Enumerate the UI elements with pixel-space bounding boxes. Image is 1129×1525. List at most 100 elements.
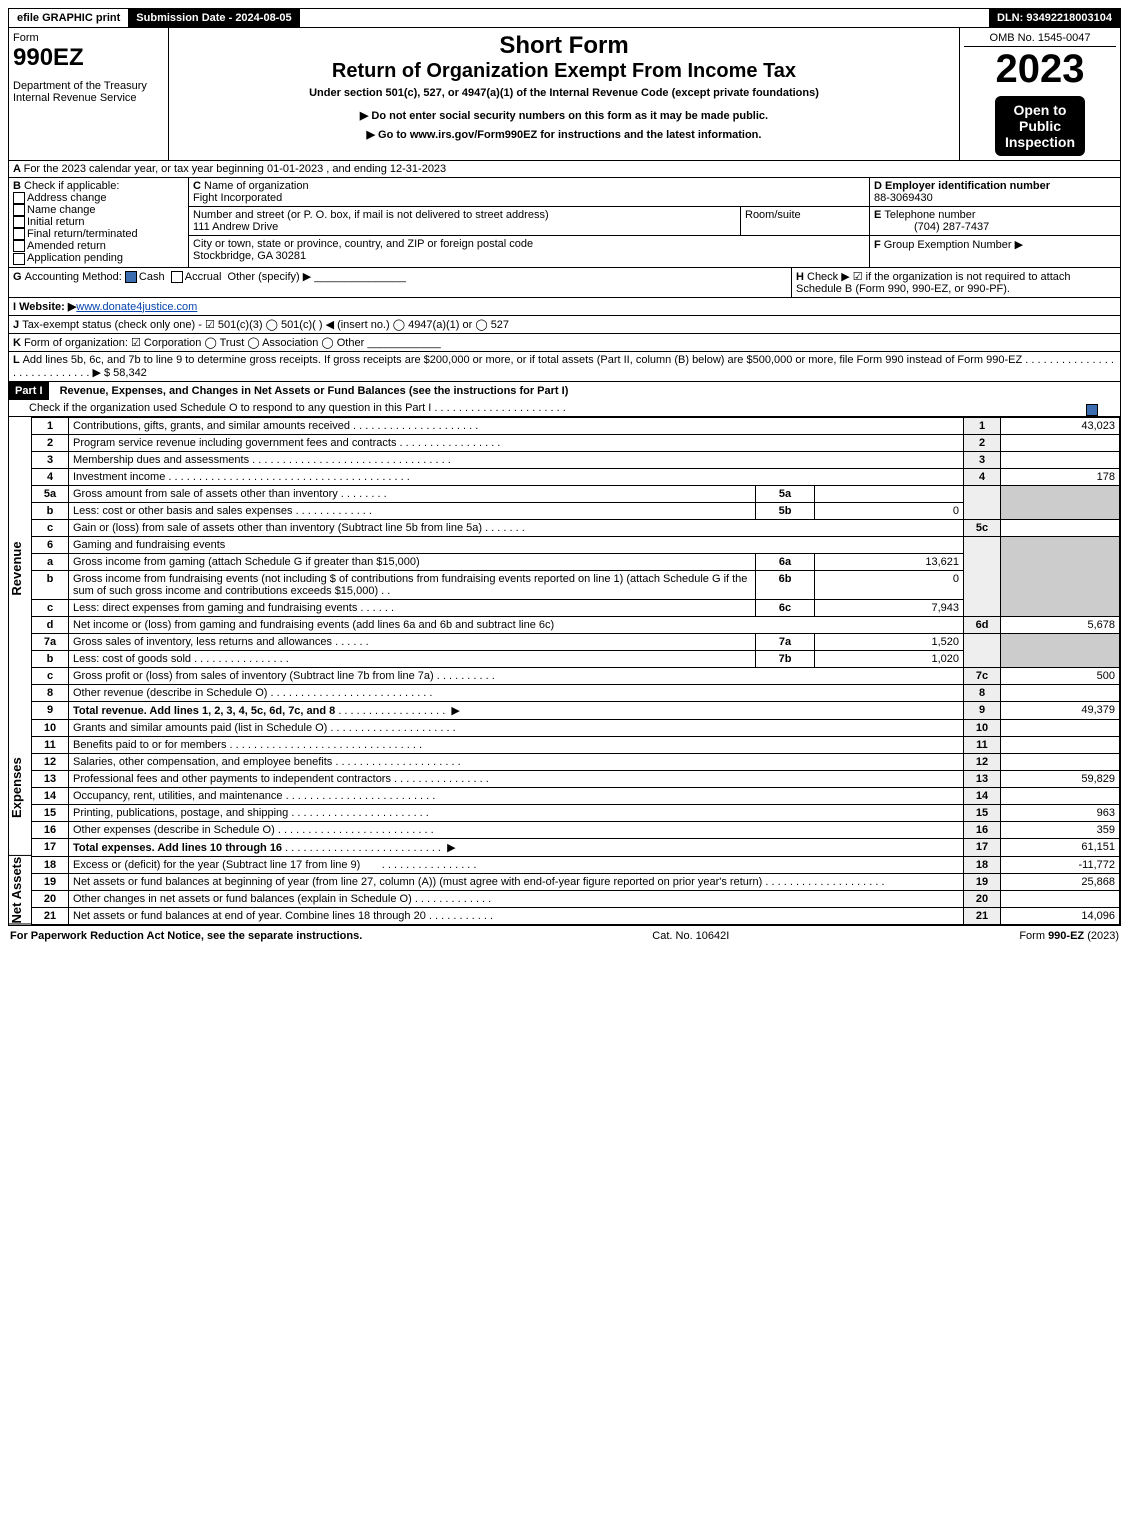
- l21-amt: 14,096: [1001, 907, 1120, 924]
- l13-desc: Professional fees and other payments to …: [73, 773, 391, 785]
- l16-desc: Other expenses (describe in Schedule O): [73, 824, 275, 836]
- check-if-applicable: Check if applicable:: [24, 180, 119, 192]
- l5c-desc: Gain or (loss) from sale of assets other…: [73, 522, 482, 534]
- l1-amt: 43,023: [1001, 417, 1120, 434]
- part1-label: Part I: [9, 382, 49, 400]
- l5b-amt: 0: [815, 502, 964, 519]
- line-h: Check ▶ ☑ if the organization is not req…: [796, 271, 1071, 295]
- gross-receipts: 58,342: [113, 367, 147, 379]
- tax-year: 2023: [964, 47, 1116, 92]
- l9-amt: 49,379: [1001, 701, 1120, 719]
- side-expenses: Expenses: [9, 720, 31, 856]
- l7b-desc: Less: cost of goods sold: [73, 653, 191, 665]
- chk-name[interactable]: Name change: [27, 204, 96, 216]
- chk-final[interactable]: Final return/terminated: [27, 228, 138, 240]
- form-ref: Form 990-EZ (2023): [1019, 930, 1119, 942]
- lines-table: 1Contributions, gifts, grants, and simil…: [31, 417, 1120, 925]
- part1-title: Revenue, Expenses, and Changes in Net As…: [52, 385, 569, 397]
- l18-desc: Excess or (deficit) for the year (Subtra…: [73, 859, 360, 871]
- line-k: K Form of organization: ☑ Corporation ◯ …: [8, 334, 1121, 352]
- acct-accrual[interactable]: Accrual: [185, 271, 222, 283]
- l6d-desc: Net income or (loss) from gaming and fun…: [73, 619, 554, 631]
- street: 111 Andrew Drive: [193, 221, 278, 233]
- l4-desc: Investment income: [73, 471, 165, 483]
- l20-desc: Other changes in net assets or fund bala…: [73, 893, 412, 905]
- group-exemption: Group Exemption Number ▶: [884, 239, 1023, 251]
- l9-desc: Total revenue. Add lines 1, 2, 3, 4, 5c,…: [73, 705, 335, 717]
- line-i: I Website: ▶www.donate4justice.com: [8, 298, 1121, 316]
- l6c-desc: Less: direct expenses from gaming and fu…: [73, 602, 357, 614]
- l5b-desc: Less: cost or other basis and sales expe…: [73, 505, 293, 517]
- l11-desc: Benefits paid to or for members: [73, 739, 226, 751]
- l18-amt: -11,772: [1001, 856, 1120, 873]
- form-header: Form 990EZ Department of the Treasury In…: [8, 28, 1121, 161]
- title: Return of Organization Exempt From Incom…: [177, 60, 951, 83]
- schedule-o-checkbox[interactable]: [1086, 404, 1098, 416]
- phone-label: Telephone number: [884, 209, 975, 221]
- l15-amt: 963: [1001, 804, 1120, 821]
- addr-label: Number and street (or P. O. box, if mail…: [193, 209, 549, 221]
- l10-desc: Grants and similar amounts paid (list in…: [73, 722, 327, 734]
- l7a-amt: 1,520: [815, 633, 964, 650]
- l12-desc: Salaries, other compensation, and employ…: [73, 756, 332, 768]
- instructions-link[interactable]: ▶ Go to www.irs.gov/Form990EZ for instru…: [177, 128, 951, 141]
- ein-label: Employer identification number: [885, 180, 1050, 192]
- part1-table: Revenue Expenses Net Assets 1Contributio…: [8, 417, 1121, 926]
- top-bar: efile GRAPHIC print Submission Date - 20…: [8, 8, 1121, 28]
- l6-desc: Gaming and fundraising events: [69, 536, 964, 553]
- row-g-h: G Accounting Method: Cash Accrual Other …: [8, 268, 1121, 298]
- l6b-desc: Gross income from fundraising events (no…: [73, 573, 747, 597]
- l5a-desc: Gross amount from sale of assets other t…: [73, 488, 338, 500]
- cat-no: Cat. No. 10642I: [652, 930, 729, 942]
- city-label: City or town, state or province, country…: [193, 238, 533, 250]
- part1-header: Part I Revenue, Expenses, and Changes in…: [8, 382, 1121, 417]
- open-to-public: Open to Public Inspection: [995, 96, 1085, 156]
- acct-cash[interactable]: Cash: [139, 271, 165, 283]
- l19-desc: Net assets or fund balances at beginning…: [73, 876, 762, 888]
- line-l: L Add lines 5b, 6c, and 7b to line 9 to …: [8, 352, 1121, 382]
- ein: 88-3069430: [874, 192, 933, 204]
- omb: OMB No. 1545-0047: [964, 32, 1116, 47]
- footer: For Paperwork Reduction Act Notice, see …: [8, 926, 1121, 946]
- l4-amt: 178: [1001, 468, 1120, 485]
- short-form: Short Form: [177, 32, 951, 60]
- l6a-desc: Gross income from gaming (attach Schedul…: [73, 556, 420, 568]
- form-number: 990EZ: [13, 44, 164, 72]
- dln: DLN: 93492218003104: [989, 9, 1120, 27]
- l7a-desc: Gross sales of inventory, less returns a…: [73, 636, 332, 648]
- l7b-amt: 1,020: [815, 650, 964, 667]
- l16-amt: 359: [1001, 821, 1120, 838]
- l17-amt: 61,151: [1001, 838, 1120, 856]
- room-label: Room/suite: [740, 207, 869, 235]
- l19-amt: 25,868: [1001, 873, 1120, 890]
- subtitle: Under section 501(c), 527, or 4947(a)(1)…: [177, 87, 951, 99]
- submission-date: Submission Date - 2024-08-05: [128, 9, 299, 27]
- paperwork-notice: For Paperwork Reduction Act Notice, see …: [10, 930, 362, 942]
- efile-label[interactable]: efile GRAPHIC print: [9, 9, 128, 27]
- chk-pending[interactable]: Application pending: [27, 252, 123, 264]
- line-a: A For the 2023 calendar year, or tax yea…: [8, 161, 1121, 178]
- l15-desc: Printing, publications, postage, and shi…: [73, 807, 288, 819]
- side-revenue: Revenue: [9, 417, 31, 721]
- org-name: Fight Incorporated: [193, 192, 282, 204]
- line-j: J Tax-exempt status (check only one) - ☑…: [8, 316, 1121, 334]
- part1-check: Check if the organization used Schedule …: [29, 402, 431, 414]
- phone: (704) 287-7437: [874, 221, 989, 233]
- l1-desc: Contributions, gifts, grants, and simila…: [73, 420, 350, 432]
- form-word: Form: [13, 32, 164, 44]
- l8-desc: Other revenue (describe in Schedule O): [73, 687, 267, 699]
- org-name-label: Name of organization: [204, 180, 309, 192]
- l3-desc: Membership dues and assessments: [73, 454, 249, 466]
- city: Stockbridge, GA 30281: [193, 250, 306, 262]
- l2-desc: Program service revenue including govern…: [73, 437, 396, 449]
- chk-initial[interactable]: Initial return: [27, 216, 84, 228]
- acct-other[interactable]: Other (specify) ▶: [228, 271, 312, 283]
- chk-address[interactable]: Address change: [27, 192, 107, 204]
- chk-amended[interactable]: Amended return: [27, 240, 106, 252]
- l14-desc: Occupancy, rent, utilities, and maintena…: [73, 790, 283, 802]
- l21-desc: Net assets or fund balances at end of ye…: [73, 910, 426, 922]
- website-link[interactable]: www.donate4justice.com: [76, 301, 197, 313]
- l7c-amt: 500: [1001, 667, 1120, 684]
- l6a-amt: 13,621: [815, 553, 964, 570]
- section-b-to-f: B Check if applicable: Address change Na…: [8, 178, 1121, 268]
